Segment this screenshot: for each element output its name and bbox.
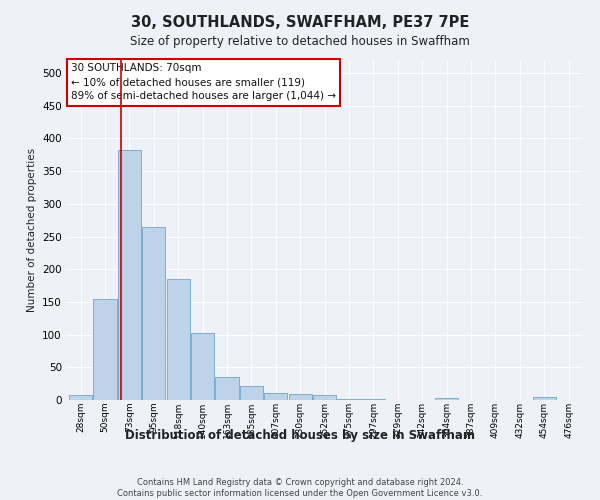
Bar <box>94 298 116 400</box>
Bar <box>167 279 190 400</box>
Bar <box>533 398 556 400</box>
Bar <box>240 386 263 400</box>
Bar <box>191 332 214 400</box>
Text: 30, SOUTHLANDS, SWAFFHAM, PE37 7PE: 30, SOUTHLANDS, SWAFFHAM, PE37 7PE <box>131 15 469 30</box>
Text: 30 SOUTHLANDS: 70sqm
← 10% of detached houses are smaller (119)
89% of semi-deta: 30 SOUTHLANDS: 70sqm ← 10% of detached h… <box>71 64 336 102</box>
Bar <box>142 226 166 400</box>
Bar <box>289 394 312 400</box>
Bar <box>313 396 336 400</box>
Bar <box>69 396 92 400</box>
Text: Size of property relative to detached houses in Swaffham: Size of property relative to detached ho… <box>130 35 470 48</box>
Y-axis label: Number of detached properties: Number of detached properties <box>26 148 37 312</box>
Text: Contains HM Land Registry data © Crown copyright and database right 2024.
Contai: Contains HM Land Registry data © Crown c… <box>118 478 482 498</box>
Bar <box>435 398 458 400</box>
Bar <box>118 150 141 400</box>
Text: Distribution of detached houses by size in Swaffham: Distribution of detached houses by size … <box>125 428 475 442</box>
Bar <box>215 377 239 400</box>
Bar <box>337 398 361 400</box>
Bar <box>264 393 287 400</box>
